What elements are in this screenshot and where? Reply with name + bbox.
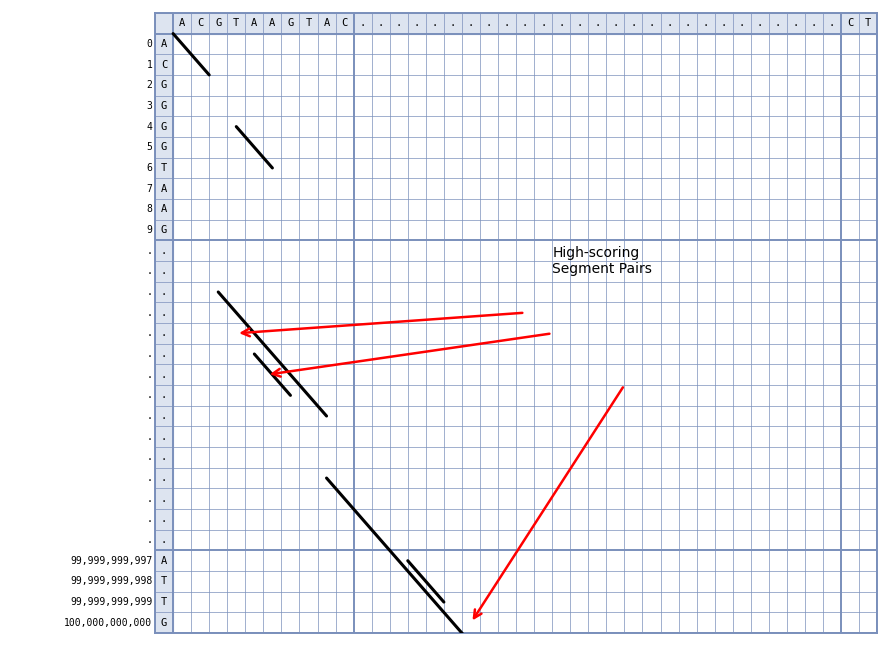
Text: 8: 8 [146, 204, 152, 214]
Text: .: . [829, 18, 835, 28]
Text: .: . [377, 18, 384, 28]
Text: 7: 7 [146, 183, 152, 194]
Text: T: T [161, 597, 167, 607]
Text: G: G [161, 618, 167, 628]
Text: .: . [431, 18, 438, 28]
Text: .: . [146, 245, 152, 256]
Text: .: . [720, 18, 727, 28]
Text: .: . [468, 18, 474, 28]
Text: .: . [146, 473, 152, 483]
Text: .: . [612, 18, 618, 28]
Text: .: . [161, 266, 167, 276]
Text: 9: 9 [146, 225, 152, 235]
Text: .: . [161, 390, 167, 401]
Text: C: C [161, 59, 167, 70]
Text: 5: 5 [146, 142, 152, 152]
Text: G: G [161, 225, 167, 235]
Text: .: . [649, 18, 655, 28]
Text: A: A [323, 18, 330, 28]
Text: .: . [161, 328, 167, 339]
Text: 0: 0 [146, 39, 152, 49]
Text: .: . [146, 287, 152, 297]
Text: .: . [146, 452, 152, 463]
Text: C: C [197, 18, 203, 28]
Text: T: T [306, 18, 312, 28]
Text: .: . [146, 514, 152, 525]
Text: .: . [161, 307, 167, 318]
Text: T: T [161, 163, 167, 173]
Text: 100,000,000,000: 100,000,000,000 [64, 618, 152, 628]
Text: T: T [161, 576, 167, 587]
Text: .: . [161, 473, 167, 483]
Text: G: G [287, 18, 293, 28]
Text: A: A [269, 18, 276, 28]
Text: .: . [146, 535, 152, 545]
Text: C: C [847, 18, 853, 28]
Text: C: C [341, 18, 347, 28]
Text: .: . [540, 18, 547, 28]
Text: T: T [233, 18, 239, 28]
Text: 2: 2 [146, 80, 152, 90]
Text: .: . [703, 18, 709, 28]
Text: .: . [360, 18, 366, 28]
Text: 99,999,999,999: 99,999,999,999 [70, 597, 152, 607]
Text: .: . [504, 18, 510, 28]
Text: .: . [146, 349, 152, 359]
Text: .: . [146, 494, 152, 504]
Text: .: . [146, 266, 152, 276]
Text: .: . [486, 18, 492, 28]
Text: .: . [161, 452, 167, 463]
Text: .: . [414, 18, 420, 28]
Text: G: G [161, 101, 167, 111]
Text: A: A [161, 204, 167, 214]
Text: .: . [161, 494, 167, 504]
Text: 4: 4 [146, 121, 152, 132]
Text: .: . [685, 18, 691, 28]
Text: .: . [774, 18, 781, 28]
Text: .: . [146, 390, 152, 401]
Text: G: G [161, 80, 167, 90]
Text: .: . [161, 349, 167, 359]
Text: .: . [558, 18, 564, 28]
Text: .: . [396, 18, 402, 28]
Text: .: . [146, 411, 152, 421]
Text: .: . [161, 535, 167, 545]
Text: .: . [161, 245, 167, 256]
Text: 3: 3 [146, 101, 152, 111]
Text: .: . [146, 307, 152, 318]
Text: G: G [161, 142, 167, 152]
Text: A: A [161, 39, 167, 49]
Text: .: . [739, 18, 745, 28]
Text: .: . [161, 432, 167, 442]
Text: High-scoring
Segment Pairs: High-scoring Segment Pairs [552, 246, 652, 276]
Text: .: . [161, 514, 167, 525]
Text: G: G [161, 121, 167, 132]
Text: .: . [522, 18, 528, 28]
Text: .: . [576, 18, 582, 28]
Text: .: . [630, 18, 636, 28]
Text: A: A [252, 18, 258, 28]
Text: .: . [450, 18, 456, 28]
Text: A: A [161, 183, 167, 194]
Text: G: G [215, 18, 222, 28]
Text: .: . [161, 370, 167, 380]
Text: .: . [595, 18, 601, 28]
Text: .: . [146, 432, 152, 442]
Text: .: . [757, 18, 763, 28]
Text: .: . [146, 370, 152, 380]
Text: 1: 1 [146, 59, 152, 70]
Text: .: . [811, 18, 817, 28]
Text: .: . [793, 18, 799, 28]
Text: 99,999,999,997: 99,999,999,997 [70, 556, 152, 566]
Text: A: A [161, 556, 167, 566]
Text: .: . [161, 287, 167, 297]
Text: T: T [865, 18, 871, 28]
Text: .: . [666, 18, 672, 28]
Text: 99,999,999,998: 99,999,999,998 [70, 576, 152, 587]
Text: 6: 6 [146, 163, 152, 173]
Text: A: A [179, 18, 185, 28]
Text: .: . [146, 328, 152, 339]
Text: .: . [161, 411, 167, 421]
